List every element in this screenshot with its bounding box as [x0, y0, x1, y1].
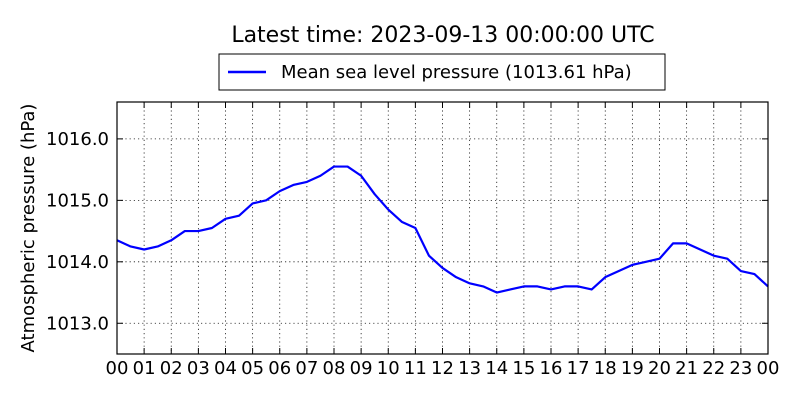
x-tick-label: 04: [214, 358, 237, 379]
x-tick-label: 15: [512, 358, 535, 379]
x-tick-label: 19: [621, 358, 644, 379]
legend: Mean sea level pressure (1013.61 hPa): [218, 53, 666, 91]
x-tick-label: 05: [241, 358, 264, 379]
legend-box: [218, 53, 666, 91]
x-tick-label: 00: [757, 358, 780, 379]
x-tick-label: 17: [567, 358, 590, 379]
x-tick-label: 09: [350, 358, 373, 379]
x-axis-tick-labels: 00 01 02 03 04 05 06 07 08 09 10 11 12 13 14 15 16 17 18 19…: [106, 358, 780, 379]
x-tick-label: 07: [295, 358, 318, 379]
y-axis-tick-labels: 1013.0 1014.0 1015.0 1016.0: [46, 129, 109, 334]
y-tick-label: 1013.0: [46, 313, 109, 334]
y-axis-label: Atmospheric pressure (hPa): [18, 104, 39, 353]
x-tick-label: 21: [675, 358, 698, 379]
x-tick-label: 11: [404, 358, 427, 379]
x-tick-label: 12: [431, 358, 454, 379]
y-tick-label: 1014.0: [46, 252, 109, 273]
x-tick-label: 08: [323, 358, 346, 379]
grid: [117, 102, 768, 354]
y-tick-label: 1016.0: [46, 129, 109, 150]
ticks: [116, 102, 769, 354]
x-tick-label: 23: [729, 358, 752, 379]
y-tick-label: 1015.0: [46, 190, 109, 211]
x-tick-label: 22: [702, 358, 725, 379]
x-tick-label: 16: [540, 358, 563, 379]
x-tick-label: 00: [106, 358, 129, 379]
x-tick-label: 06: [268, 358, 291, 379]
x-tick-label: 01: [133, 358, 156, 379]
plot-frame: [116, 101, 769, 355]
x-tick-label: 10: [377, 358, 400, 379]
x-tick-label: 02: [160, 358, 183, 379]
legend-label-pressure: Mean sea level pressure (1013.61 hPa): [281, 62, 632, 83]
x-tick-label: 03: [187, 358, 210, 379]
chart-title: Latest time: 2023-09-13 00:00:00 UTC: [231, 23, 654, 48]
x-tick-label: 20: [648, 358, 671, 379]
x-tick-label: 18: [594, 358, 617, 379]
x-tick-label: 14: [485, 358, 508, 379]
series-line-pressure: [116, 165, 769, 294]
x-tick-label: 13: [458, 358, 481, 379]
